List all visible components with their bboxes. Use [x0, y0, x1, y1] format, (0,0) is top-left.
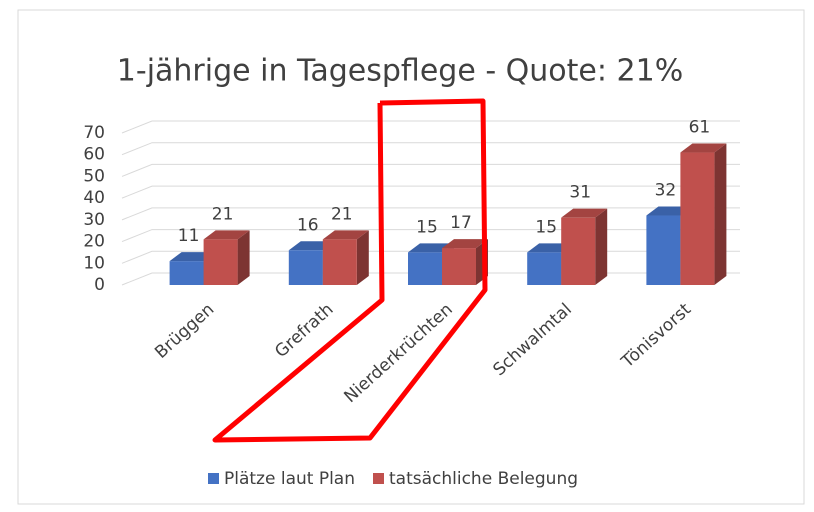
data-label: 17 — [450, 213, 472, 233]
grid-line — [121, 207, 740, 221]
legend-swatch — [208, 473, 219, 484]
data-label: 21 — [331, 204, 353, 224]
data-label: 11 — [178, 226, 200, 246]
bar-front — [442, 248, 476, 285]
bar-side — [595, 208, 608, 285]
bar-front — [408, 252, 442, 285]
bar — [203, 230, 250, 285]
bar-top — [442, 239, 488, 249]
data-label: 15 — [535, 217, 557, 237]
y-tick-label: 30 — [83, 210, 105, 230]
grid-line — [121, 120, 740, 134]
y-tick-label: 0 — [94, 275, 105, 295]
legend-label: Plätze laut Plan — [224, 469, 355, 489]
bar-top — [680, 143, 727, 153]
legend-label: tatsächliche Belegung — [389, 469, 578, 489]
bar-side — [714, 143, 727, 285]
bar — [322, 230, 369, 285]
bar-front — [169, 261, 204, 285]
y-tick-label: 70 — [83, 123, 105, 143]
bar-top — [203, 230, 250, 240]
highlight-annotation — [212, 98, 488, 443]
y-tick-label: 40 — [83, 188, 105, 208]
legend-swatch — [373, 473, 384, 484]
bar-top — [561, 208, 608, 218]
bar-front — [561, 217, 596, 285]
y-tick-label: 50 — [83, 166, 105, 186]
bar — [561, 208, 608, 285]
grid-line — [121, 229, 740, 243]
grid-line — [121, 185, 740, 199]
bar-front — [527, 252, 562, 285]
bar-front — [646, 215, 681, 285]
bar-top — [322, 230, 369, 240]
data-label: 61 — [689, 118, 711, 138]
bar-front — [680, 152, 715, 285]
bar-front — [322, 239, 357, 285]
data-label: 15 — [416, 217, 438, 237]
bar — [680, 143, 727, 285]
bar-side — [237, 230, 250, 285]
bar-side — [356, 230, 369, 285]
grid-line — [121, 142, 740, 156]
chart-title: 1-jährige in Tagespflege - Quote: 21% — [117, 54, 683, 89]
data-label: 32 — [655, 181, 677, 201]
grid-line — [121, 163, 740, 177]
y-tick-label: 10 — [83, 253, 105, 273]
y-tick-label: 60 — [83, 145, 105, 165]
data-label: 31 — [569, 183, 591, 203]
data-label: 21 — [212, 204, 234, 224]
y-tick-label: 20 — [83, 232, 105, 252]
data-label: 16 — [297, 215, 319, 235]
bar-front — [288, 250, 323, 285]
bar — [442, 239, 488, 285]
bar-front — [203, 239, 238, 285]
